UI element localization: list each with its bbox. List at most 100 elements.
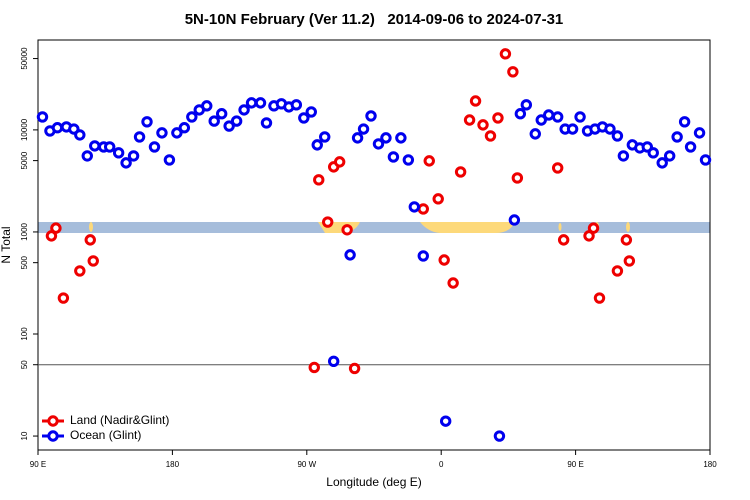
point	[432, 193, 444, 205]
point	[593, 292, 606, 304]
point	[57, 292, 70, 304]
point	[327, 355, 340, 368]
point	[163, 154, 176, 166]
point	[148, 141, 161, 153]
point	[617, 150, 630, 162]
point	[699, 154, 712, 166]
point	[604, 123, 616, 135]
point	[477, 119, 489, 131]
point	[492, 112, 504, 124]
x-tick-label: 180	[703, 460, 717, 469]
point	[656, 157, 668, 169]
point	[298, 112, 310, 124]
point	[112, 147, 125, 159]
point	[171, 127, 183, 139]
point	[520, 99, 533, 111]
point	[543, 109, 555, 121]
point	[254, 97, 267, 109]
x-tick-label: 90 W	[297, 460, 316, 469]
point	[357, 123, 370, 135]
point	[493, 430, 506, 442]
point	[245, 97, 258, 109]
point	[45, 230, 58, 242]
point	[438, 254, 450, 266]
land-blob	[420, 222, 515, 233]
point	[611, 265, 624, 277]
point	[348, 362, 361, 375]
point	[684, 141, 697, 153]
point	[50, 222, 62, 234]
point	[84, 234, 96, 246]
point	[208, 115, 220, 127]
point	[87, 255, 99, 267]
point	[380, 132, 392, 144]
point	[120, 157, 132, 169]
point	[127, 150, 140, 162]
point	[623, 255, 636, 267]
point	[439, 415, 452, 427]
point	[103, 141, 116, 153]
y-tick-label: 10	[20, 431, 29, 440]
plot-frame	[37, 39, 711, 451]
y-axis-label: N Total	[0, 226, 13, 263]
point	[36, 111, 49, 123]
point	[693, 127, 706, 139]
point	[230, 115, 243, 127]
point	[290, 99, 303, 111]
point	[620, 234, 633, 246]
point	[313, 174, 325, 186]
point	[508, 214, 521, 226]
point	[238, 104, 250, 116]
point	[344, 249, 356, 261]
point	[417, 203, 429, 215]
point	[423, 155, 435, 167]
point	[507, 66, 519, 78]
point	[308, 361, 320, 374]
point	[551, 162, 564, 174]
point	[499, 48, 512, 60]
point	[341, 224, 353, 236]
point	[223, 120, 235, 132]
point	[260, 117, 273, 129]
x-tick-label: 0	[439, 460, 444, 469]
point	[81, 150, 93, 162]
point	[678, 116, 691, 128]
point	[671, 131, 683, 143]
point	[566, 123, 579, 135]
point	[178, 122, 191, 134]
legend-label: Ocean (Glint)	[70, 428, 141, 442]
point	[186, 111, 198, 123]
ocean-band	[38, 222, 710, 233]
point	[365, 110, 377, 122]
point	[372, 138, 385, 150]
land-blob	[89, 222, 93, 232]
point	[574, 111, 586, 123]
point	[551, 111, 564, 123]
point	[201, 100, 213, 112]
x-axis-label: Longitude (deg E)	[326, 475, 421, 489]
chart-title: 5N-10N February (Ver 11.2) 2014-09-06 to…	[185, 11, 564, 28]
point	[322, 216, 334, 228]
legend-marker	[47, 415, 59, 427]
point	[484, 130, 497, 142]
y-tick-label: 500	[20, 255, 29, 269]
point	[469, 95, 482, 107]
point	[557, 234, 570, 246]
point	[74, 265, 86, 277]
point	[529, 128, 541, 140]
point	[447, 277, 459, 289]
point	[215, 108, 228, 120]
point	[74, 129, 86, 141]
point	[305, 106, 317, 118]
point	[89, 140, 101, 152]
point	[387, 151, 400, 163]
point	[311, 139, 323, 151]
legend-label: Land (Nadir&Glint)	[70, 413, 169, 427]
point	[454, 166, 467, 178]
point	[408, 201, 421, 213]
y-tick-label: 100	[20, 327, 29, 341]
point	[463, 114, 476, 126]
point	[663, 150, 676, 162]
x-tick-label: 180	[166, 460, 180, 469]
